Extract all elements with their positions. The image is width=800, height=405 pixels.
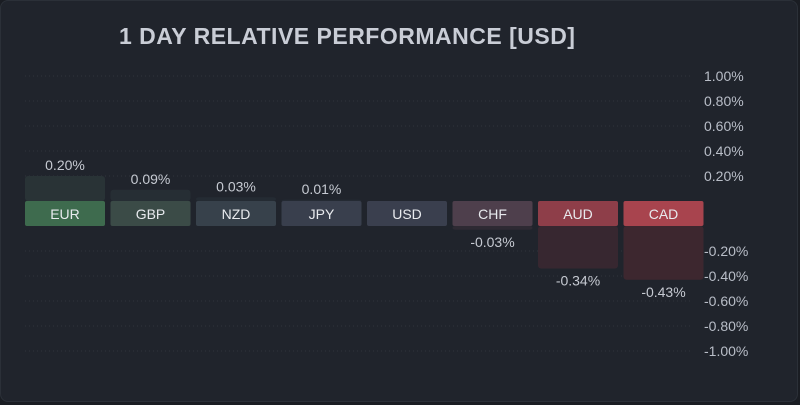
y-tick-label: 0.60% (704, 118, 744, 134)
bar (538, 226, 618, 269)
y-tick-label: 0.20% (704, 168, 744, 184)
category-label-box (110, 201, 191, 226)
data-label: 0.03% (216, 178, 256, 194)
y-tick-label: -0.40% (704, 268, 748, 284)
category-label: AUD (563, 206, 593, 222)
bar (452, 226, 533, 230)
y-tick-label: 0.80% (704, 93, 744, 109)
category-label: CHF (478, 206, 507, 222)
category-label: USD (392, 206, 422, 222)
y-tick-label: 1.00% (704, 68, 744, 84)
category-label-box (196, 201, 276, 226)
bar (623, 226, 704, 280)
bar (281, 199, 362, 201)
y-tick-label: 0.40% (704, 143, 744, 159)
bar (196, 197, 276, 201)
category-label-box (367, 201, 447, 226)
category-label-box (623, 201, 704, 226)
data-label: -0.43% (641, 284, 685, 300)
category-label: JPY (309, 206, 335, 222)
y-tick-label: -0.80% (704, 318, 748, 334)
data-label: 0.01% (302, 181, 342, 197)
y-tick-label: -1.00% (704, 343, 748, 359)
category-label-box (452, 201, 533, 226)
category-label: NZD (222, 206, 251, 222)
bar (110, 189, 191, 201)
data-label: 0.09% (131, 171, 171, 187)
category-label-box (538, 201, 618, 226)
data-label: -0.34% (556, 273, 600, 289)
bar (25, 176, 105, 201)
category-label-box (25, 201, 105, 226)
category-label: GBP (136, 206, 166, 222)
data-label: 0.20% (45, 157, 85, 173)
data-label: -0.03% (470, 234, 514, 250)
chart-title: 1 DAY RELATIVE PERFORMANCE [USD] (119, 23, 576, 49)
category-label: CAD (649, 206, 679, 222)
y-tick-label: -0.20% (704, 243, 748, 259)
category-label: EUR (50, 206, 80, 222)
category-label-box (281, 201, 362, 226)
y-tick-label: -0.60% (704, 293, 748, 309)
